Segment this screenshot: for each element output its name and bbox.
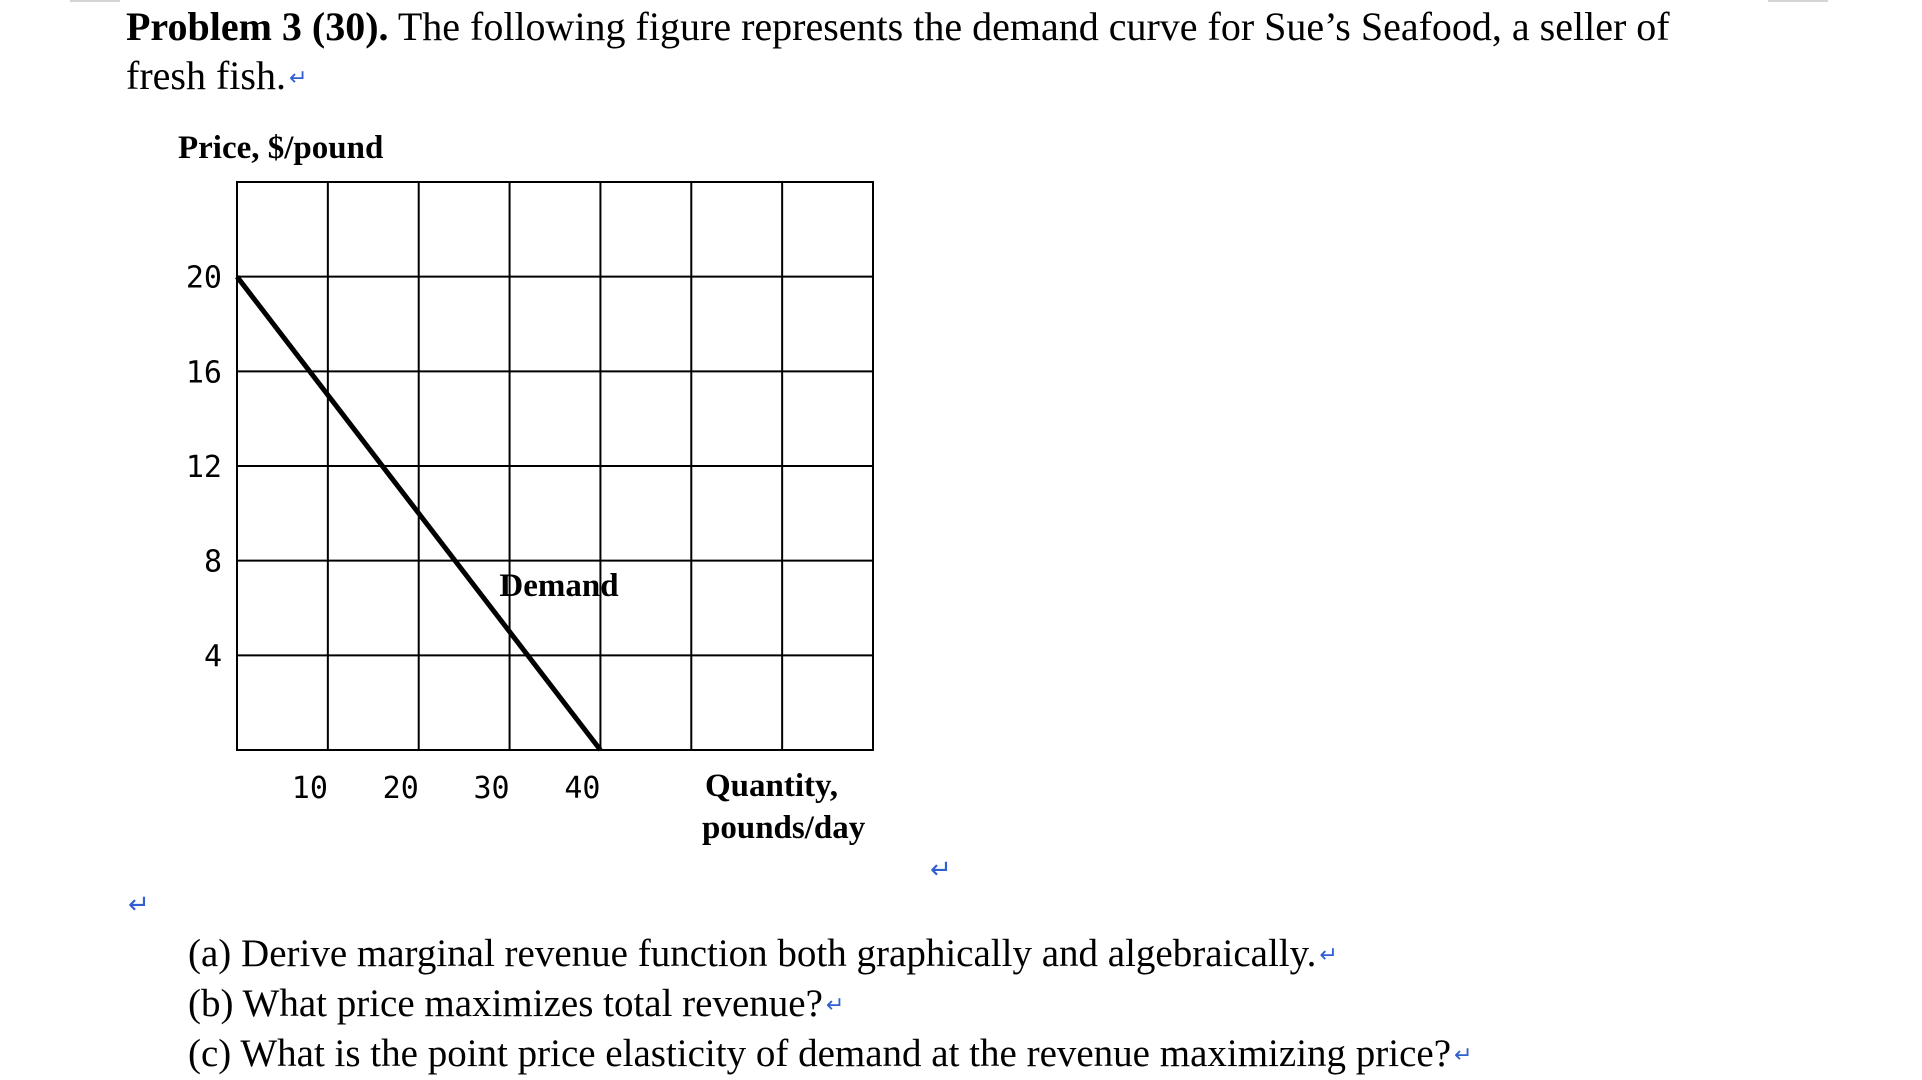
- problem-statement: Problem 3 (30). The following figure rep…: [126, 2, 1826, 103]
- question-c-text: (c) What is the point price elasticity o…: [188, 1032, 1452, 1075]
- question-a: (a) Derive marginal revenue function bot…: [188, 930, 1688, 980]
- paragraph-mark-icon: ↵: [288, 66, 308, 91]
- problem-text-line-2: fresh fish.: [126, 53, 286, 98]
- x-tick-label: 20: [383, 771, 419, 806]
- y-tick-label: 8: [204, 545, 222, 580]
- paragraph-mark-icon: ↵: [128, 890, 150, 920]
- paragraph-mark-icon: ↵: [1454, 1043, 1473, 1068]
- question-a-text: (a) Derive marginal revenue function bot…: [188, 932, 1317, 975]
- problem-line-1: Problem 3 (30). The following figure rep…: [126, 2, 1826, 51]
- paragraph-mark-icon: ↵: [1319, 943, 1338, 968]
- page-edge-mark-right: [1768, 0, 1828, 2]
- paragraph-mark-icon: ↵: [825, 993, 845, 1018]
- y-tick-label: 16: [186, 355, 222, 390]
- question-b: (b) What price maximizes total revenue? ↵: [188, 980, 1688, 1030]
- demand-series-label: Demand: [499, 568, 618, 604]
- problem-text-line-1: The following figure represents the dema…: [388, 4, 1670, 49]
- problem-line-2: fresh fish. ↵: [126, 51, 1826, 103]
- demand-chart: Price, $/pound 20 16 12 8 4 10 20 30 40 Quantity, p…: [140, 120, 900, 850]
- question-c: (c) What is the point price elasticity o…: [188, 1030, 1688, 1080]
- x-axis-title-line-2: pounds/day: [702, 810, 866, 846]
- paragraph-mark-icon: ↵: [930, 855, 952, 885]
- y-tick-label: 20: [186, 261, 222, 296]
- y-tick-label: 12: [186, 450, 222, 485]
- question-list: (a) Derive marginal revenue function bot…: [188, 930, 1688, 1080]
- plot-frame: [236, 181, 874, 751]
- y-axis-title: Price, $/pound: [178, 130, 383, 166]
- y-tick-label: 4: [204, 639, 222, 674]
- demand-chart-svg: Price, $/pound 20 16 12 8 4 10 20 30 40 Quantity, p…: [178, 130, 874, 846]
- x-tick-label: 40: [564, 771, 600, 806]
- page-edge-mark-left: [70, 0, 120, 2]
- x-axis-title-line-1: Quantity,: [705, 768, 838, 804]
- x-tick-label: 30: [474, 771, 510, 806]
- x-tick-label: 10: [292, 771, 328, 806]
- question-b-text: (b) What price maximizes total revenue?: [188, 982, 823, 1025]
- problem-heading: Problem 3 (30).: [126, 4, 389, 49]
- demand-line: [235, 275, 603, 752]
